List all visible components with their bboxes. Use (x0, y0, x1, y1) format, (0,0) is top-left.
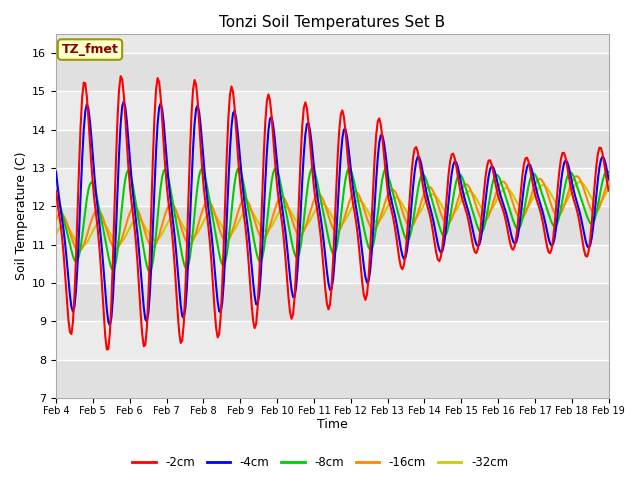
Text: TZ_fmet: TZ_fmet (61, 43, 118, 56)
Bar (56, 245, 609, 283)
Title: Tonzi Soil Temperatures Set B: Tonzi Soil Temperatures Set B (220, 15, 445, 30)
Bar (56, 321, 609, 360)
Y-axis label: Soil Temperature (C): Soil Temperature (C) (15, 152, 28, 280)
Bar (56, 168, 609, 206)
Bar (56, 360, 609, 398)
Bar (56, 53, 609, 91)
Bar (56, 283, 609, 321)
Bar (56, 91, 609, 130)
Legend: -2cm, -4cm, -8cm, -16cm, -32cm: -2cm, -4cm, -8cm, -16cm, -32cm (127, 452, 513, 474)
Bar (56, 130, 609, 168)
Bar (56, 206, 609, 245)
X-axis label: Time: Time (317, 419, 348, 432)
